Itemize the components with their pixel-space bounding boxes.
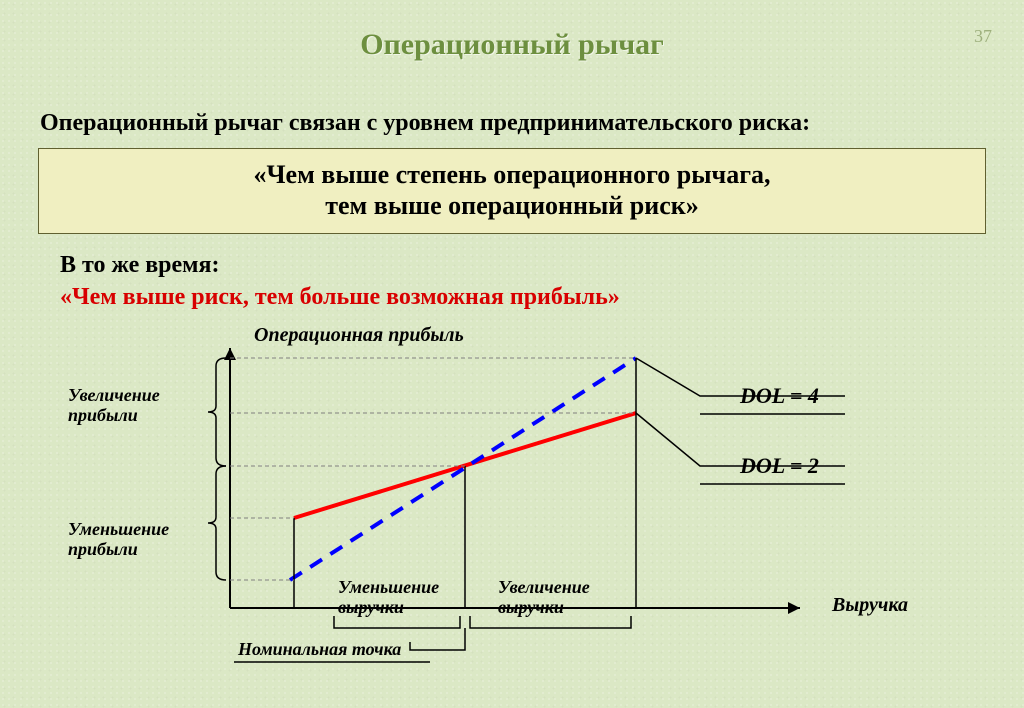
same-time-text: В то же время: <box>60 252 220 279</box>
label-dol2: DOL = 2 <box>740 454 819 478</box>
label-dec-revenue: Уменьшение выручки <box>338 578 439 618</box>
label-dol4: DOL = 4 <box>740 384 819 408</box>
label-inc-revenue: Увеличение выручки <box>498 578 590 618</box>
slide-title: Операционный рычаг <box>0 28 1024 62</box>
y-axis-label: Операционная прибыль <box>254 324 464 346</box>
label-nominal-point: Номинальная точка <box>238 640 401 660</box>
label-dec-profit: Уменьшение прибыли <box>68 520 169 560</box>
box-line-1: «Чем выше степень операционного рычага, <box>47 159 977 190</box>
box-line-2: тем выше операционный риск» <box>47 190 977 221</box>
x-axis-label: Выручка <box>832 594 908 616</box>
page-number: 37 <box>974 26 992 47</box>
label-inc-profit: Увеличение прибыли <box>68 386 160 426</box>
red-statement: «Чем выше риск, тем больше возможная при… <box>60 284 620 311</box>
highlight-box: «Чем выше степень операционного рычага, … <box>38 148 986 234</box>
chart: Операционная прибыль Выручка Увеличение … <box>0 318 1024 708</box>
intro-text: Операционный рычаг связан с уровнем пред… <box>40 110 810 137</box>
